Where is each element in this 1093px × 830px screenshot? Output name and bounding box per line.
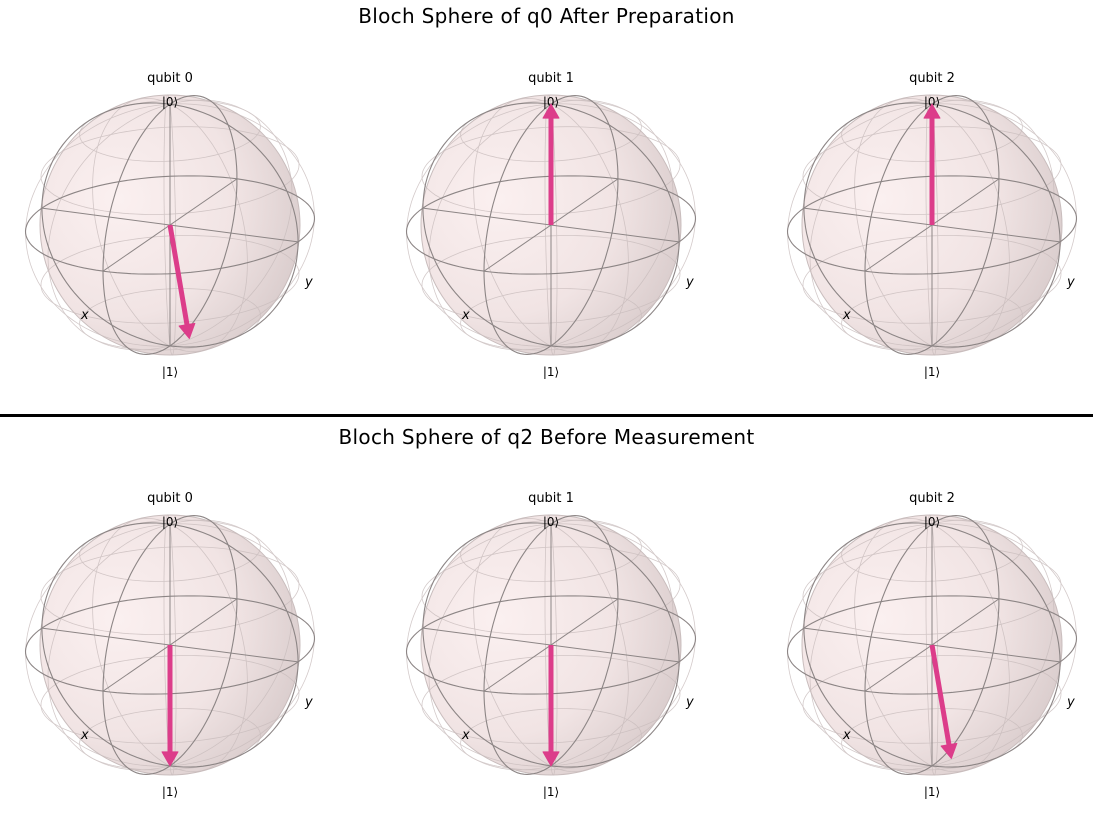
qubit-title: qubit 2 bbox=[909, 71, 955, 86]
ket-one-label: |1⟩ bbox=[924, 365, 940, 379]
panel-bottom: Bloch Sphere of q2 Before Measurement bbox=[0, 417, 1093, 830]
y-axis-label: y bbox=[1066, 275, 1075, 290]
x-axis-label: x bbox=[80, 308, 89, 323]
ket-one-label: |1⟩ bbox=[543, 785, 559, 799]
y-axis-label: y bbox=[685, 695, 694, 710]
ket-zero-label: |0⟩ bbox=[924, 95, 940, 109]
bloch-sphere: qubit 0 |0⟩ |1⟩ x y bbox=[24, 71, 316, 379]
qubit-title: qubit 1 bbox=[528, 491, 574, 506]
panel-title: Bloch Sphere of q2 Before Measurement bbox=[338, 425, 755, 449]
panel-divider bbox=[0, 414, 1093, 417]
state-vector bbox=[542, 645, 560, 767]
panel-top: Bloch Sphere of q0 After Preparation bbox=[0, 0, 1093, 414]
ket-one-label: |1⟩ bbox=[162, 785, 178, 799]
qubit-title: qubit 1 bbox=[528, 71, 574, 86]
x-axis-label: x bbox=[842, 308, 851, 323]
ket-one-label: |1⟩ bbox=[543, 365, 559, 379]
y-axis-label: y bbox=[304, 695, 313, 710]
ket-zero-label: |0⟩ bbox=[162, 95, 178, 109]
y-axis-label: y bbox=[304, 275, 313, 290]
great-circles bbox=[786, 515, 1078, 775]
y-axis-label: y bbox=[685, 275, 694, 290]
state-vector bbox=[161, 645, 179, 767]
qubit-title: qubit 0 bbox=[147, 491, 193, 506]
state-vector bbox=[929, 644, 958, 759]
ket-zero-label: |0⟩ bbox=[924, 515, 940, 529]
bloch-sphere: qubit 2 |0⟩ |1⟩ x y bbox=[786, 71, 1078, 379]
y-axis-label: y bbox=[1066, 695, 1075, 710]
x-axis-label: x bbox=[461, 308, 470, 323]
state-vector bbox=[542, 103, 560, 225]
ket-one-label: |1⟩ bbox=[162, 365, 178, 379]
bloch-sphere: qubit 0 |0⟩ |1⟩ x y bbox=[24, 491, 316, 799]
qubit-title: qubit 2 bbox=[909, 491, 955, 506]
x-axis-label: x bbox=[842, 728, 851, 743]
ket-zero-label: |0⟩ bbox=[162, 515, 178, 529]
qubit-title: qubit 0 bbox=[147, 71, 193, 86]
x-axis-label: x bbox=[80, 728, 89, 743]
ket-one-label: |1⟩ bbox=[924, 785, 940, 799]
panel-title: Bloch Sphere of q0 After Preparation bbox=[358, 4, 735, 28]
ket-zero-label: |0⟩ bbox=[543, 95, 559, 109]
bloch-sphere: qubit 1 |0⟩ |1⟩ x y bbox=[405, 71, 697, 379]
bloch-sphere: qubit 1 |0⟩ |1⟩ x y bbox=[405, 491, 697, 799]
ket-zero-label: |0⟩ bbox=[543, 515, 559, 529]
bloch-sphere: qubit 2 |0⟩ |1⟩ x y bbox=[786, 491, 1078, 799]
state-vector bbox=[167, 224, 196, 339]
x-axis-label: x bbox=[461, 728, 470, 743]
state-vector bbox=[923, 103, 941, 225]
